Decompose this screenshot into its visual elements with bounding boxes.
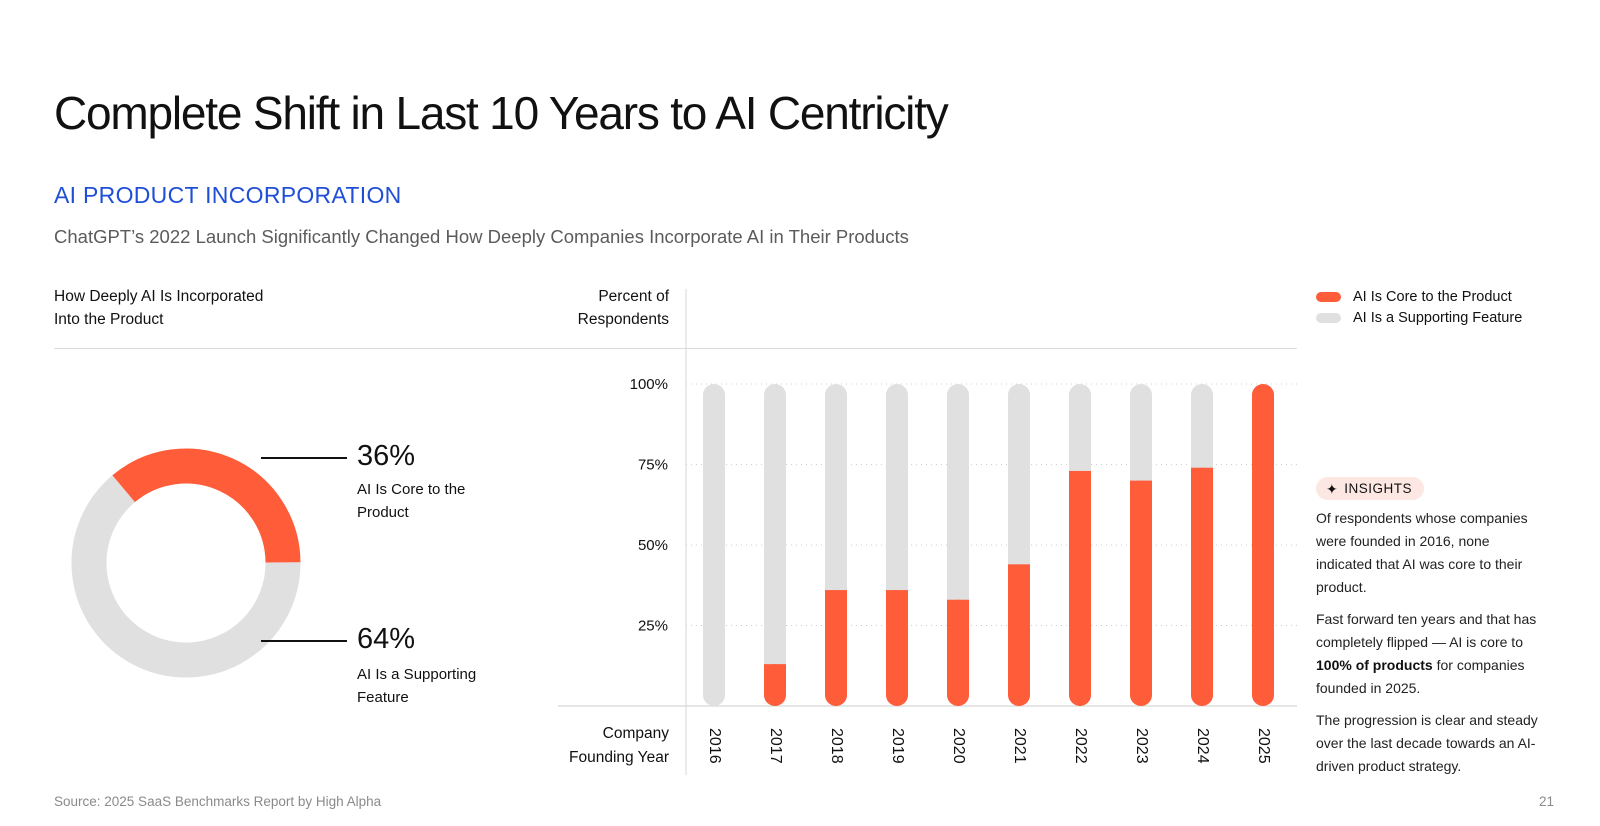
bar-core-top-2017: [764, 664, 786, 677]
xtick-label-2016: 2016: [706, 728, 723, 764]
bar-supporting-2016: [703, 384, 725, 706]
chart-xaxis-title-line1: Company: [602, 725, 669, 742]
legend-swatch-core: [1316, 291, 1341, 302]
donut-label-supporting-desc: AI Is a Supporting Feature: [357, 666, 477, 706]
bar-core-2021: [1008, 564, 1030, 706]
chart-yaxis-title-line2: Respondents: [577, 311, 669, 328]
bar-core-2023: [1130, 480, 1152, 706]
xtick-label-2021: 2021: [1011, 728, 1028, 764]
donut-label-core-desc: AI Is Core to the Product: [357, 481, 466, 521]
legend-swatch-supporting: [1316, 312, 1341, 323]
bar-core-top-2018: [825, 590, 847, 603]
legend-label-supporting: AI Is a Supporting Feature: [1353, 309, 1523, 326]
insight-paragraph-2: Fast forward ten years and that has comp…: [1316, 608, 1548, 700]
insights-badge: ✦ INSIGHTS: [1316, 477, 1424, 500]
bar-core-top-2024: [1191, 467, 1213, 480]
insight-p2-bold: 100% of products: [1316, 657, 1433, 673]
ytick-label-50: 50%: [638, 537, 668, 554]
donut-header-line1: How Deeply AI Is Incorporated: [54, 288, 264, 305]
insight-paragraph-1: Of respondents whose companies were foun…: [1316, 510, 1528, 595]
sparkle-icon: ✦: [1326, 480, 1339, 497]
page-title: Complete Shift in Last 10 Years to AI Ce…: [54, 87, 949, 139]
bar-core-top-2023: [1130, 480, 1152, 493]
legend-item-supporting: AI Is a Supporting Feature: [1316, 307, 1522, 328]
insight-p2-after: for companies founded in 2025.: [1316, 657, 1525, 696]
bar-supporting-2017: [764, 384, 786, 706]
ytick-label-25: 25%: [638, 618, 668, 635]
bar-core-top-2021: [1008, 564, 1030, 577]
donut-header-line2: Into the Product: [54, 311, 164, 328]
subtitle: ChatGPT’s 2022 Launch Significantly Chan…: [54, 226, 909, 247]
xtick-label-2020: 2020: [950, 728, 967, 764]
section-label: AI PRODUCT INCORPORATION: [54, 182, 402, 208]
legend-item-core: AI Is Core to the Product: [1316, 286, 1522, 307]
bar-core-2018: [825, 590, 847, 706]
bar-core-top-2019: [886, 590, 908, 603]
xtick-label-2023: 2023: [1133, 728, 1150, 764]
header-divider: [54, 348, 1297, 349]
donut-header: How Deeply AI Is Incorporated Into the P…: [54, 285, 263, 331]
chart-yaxis-title: Percent of Respondents: [578, 285, 669, 331]
page-number: 21: [1538, 794, 1554, 809]
xtick-label-2017: 2017: [767, 728, 784, 764]
chart-legend: AI Is Core to the Product AI Is a Suppor…: [1316, 286, 1522, 328]
xtick-label-2019: 2019: [889, 728, 906, 764]
donut-label-supporting-pct: 64%: [357, 623, 416, 655]
donut-label-core-pct: 36%: [357, 440, 416, 472]
insights-badge-label: INSIGHTS: [1344, 481, 1412, 496]
ytick-label-100: 100%: [630, 376, 668, 393]
insight-paragraph-3: The progression is clear and steady over…: [1316, 712, 1538, 774]
chart-xaxis-title-line2: Founding Year: [569, 749, 669, 766]
footer-source: Source: 2025 SaaS Benchmarks Report by H…: [54, 794, 382, 809]
chart-xaxis-title: Company Founding Year: [569, 722, 669, 770]
bar-core-top-2020: [947, 599, 969, 612]
chart-yaxis-title-line1: Percent of: [598, 288, 669, 305]
xtick-label-2022: 2022: [1072, 728, 1089, 764]
xtick-label-2025: 2025: [1255, 728, 1272, 764]
bar-core-2020: [947, 599, 969, 706]
xtick-label-2024: 2024: [1194, 728, 1211, 764]
xtick-label-2018: 2018: [828, 728, 845, 764]
bar-core-2022: [1069, 470, 1091, 706]
legend-label-core: AI Is Core to the Product: [1353, 288, 1512, 305]
donut-slice-supporting: [71, 475, 301, 678]
bar-core-2024: [1191, 467, 1213, 706]
donut-slice-core: [112, 448, 301, 563]
ytick-label-75: 75%: [638, 457, 668, 474]
insights-text: Of respondents whose companies were foun…: [1316, 507, 1548, 787]
insight-p2-before: Fast forward ten years and that has comp…: [1316, 611, 1537, 650]
bar-core-top-2022: [1069, 470, 1091, 483]
bar-core-2025: [1252, 384, 1274, 706]
bar-core-2019: [886, 590, 908, 706]
